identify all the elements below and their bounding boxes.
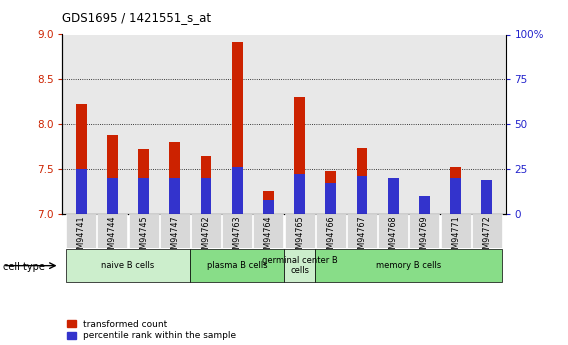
FancyBboxPatch shape xyxy=(222,214,252,248)
FancyBboxPatch shape xyxy=(441,214,470,248)
Text: GSM94768: GSM94768 xyxy=(389,216,398,259)
Text: GSM94764: GSM94764 xyxy=(264,216,273,259)
Bar xyxy=(388,178,399,214)
FancyBboxPatch shape xyxy=(284,249,315,282)
Text: GSM94767: GSM94767 xyxy=(357,216,366,259)
Text: GSM94762: GSM94762 xyxy=(202,216,211,259)
Bar xyxy=(76,169,87,214)
Text: GSM94763: GSM94763 xyxy=(233,216,242,259)
Bar xyxy=(357,148,367,214)
FancyBboxPatch shape xyxy=(65,249,190,282)
Text: GSM94744: GSM94744 xyxy=(108,216,117,259)
FancyBboxPatch shape xyxy=(472,214,502,248)
Bar xyxy=(481,181,492,214)
FancyBboxPatch shape xyxy=(347,214,377,248)
Text: GSM94771: GSM94771 xyxy=(451,216,460,259)
Bar xyxy=(450,167,461,214)
FancyBboxPatch shape xyxy=(315,249,503,282)
Text: GSM94747: GSM94747 xyxy=(170,216,179,259)
FancyBboxPatch shape xyxy=(191,214,221,248)
Bar xyxy=(107,178,118,214)
FancyBboxPatch shape xyxy=(253,214,283,248)
Text: GSM94772: GSM94772 xyxy=(482,216,491,259)
FancyBboxPatch shape xyxy=(98,214,127,248)
Text: GSM94765: GSM94765 xyxy=(295,216,304,259)
FancyBboxPatch shape xyxy=(128,214,158,248)
FancyBboxPatch shape xyxy=(66,214,96,248)
Bar xyxy=(138,178,149,214)
Bar xyxy=(107,135,118,214)
Text: GSM94769: GSM94769 xyxy=(420,216,429,259)
Text: plasma B cells: plasma B cells xyxy=(207,261,268,270)
Bar xyxy=(357,176,367,214)
FancyBboxPatch shape xyxy=(285,214,315,248)
Bar xyxy=(169,178,180,214)
Text: germinal center B
cells: germinal center B cells xyxy=(262,256,337,275)
Text: cell type: cell type xyxy=(3,263,45,272)
Bar xyxy=(232,167,243,214)
Text: GDS1695 / 1421551_s_at: GDS1695 / 1421551_s_at xyxy=(62,11,212,24)
FancyBboxPatch shape xyxy=(316,214,346,248)
Bar xyxy=(169,142,180,214)
Bar xyxy=(388,190,399,214)
Text: GSM94741: GSM94741 xyxy=(77,216,86,259)
Bar xyxy=(325,171,336,214)
Legend: transformed count, percentile rank within the sample: transformed count, percentile rank withi… xyxy=(67,320,236,341)
Bar xyxy=(263,199,274,214)
Bar xyxy=(201,178,211,214)
FancyBboxPatch shape xyxy=(410,214,440,248)
FancyBboxPatch shape xyxy=(378,214,408,248)
Text: memory B cells: memory B cells xyxy=(376,261,441,270)
Bar xyxy=(232,42,243,214)
Bar xyxy=(294,175,305,214)
Bar xyxy=(481,180,492,214)
Bar xyxy=(138,149,149,214)
Bar xyxy=(325,184,336,214)
FancyBboxPatch shape xyxy=(160,214,190,248)
Bar xyxy=(76,105,87,214)
FancyBboxPatch shape xyxy=(190,249,284,282)
Bar xyxy=(419,199,430,214)
Bar xyxy=(450,178,461,214)
Bar xyxy=(294,97,305,214)
Bar xyxy=(263,190,274,214)
Bar xyxy=(419,196,430,214)
Text: GSM94766: GSM94766 xyxy=(326,216,335,259)
Text: GSM94745: GSM94745 xyxy=(139,216,148,259)
Text: naive B cells: naive B cells xyxy=(101,261,154,270)
Bar xyxy=(201,157,211,214)
